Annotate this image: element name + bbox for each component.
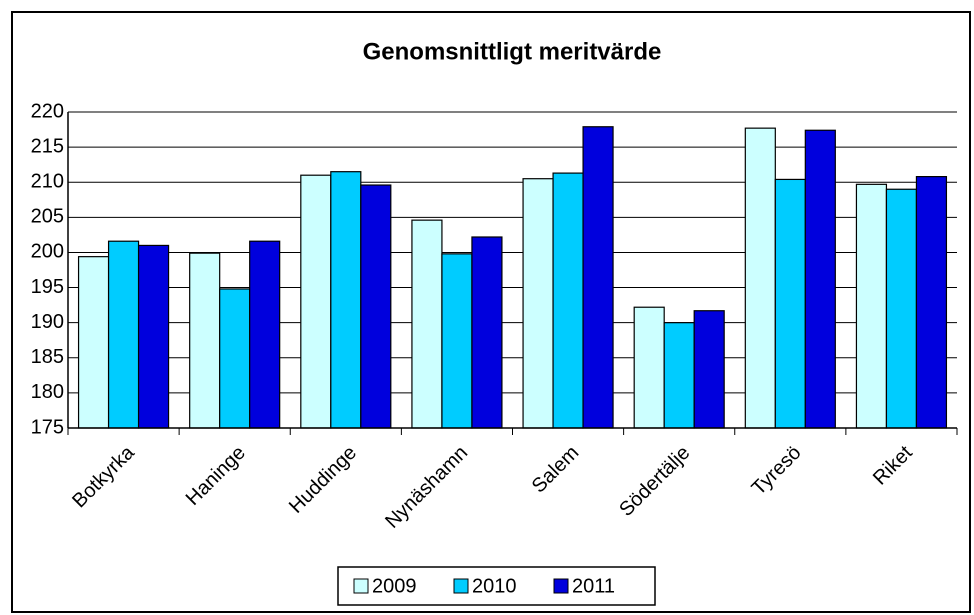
legend-swatch: [353, 578, 369, 594]
y-tick-label: 200: [31, 241, 64, 263]
bar: [552, 172, 584, 429]
bar: [189, 252, 221, 429]
y-tick-label: 195: [31, 276, 64, 298]
y-tick-label: 215: [31, 135, 64, 157]
bar: [330, 171, 362, 429]
bar: [77, 256, 110, 429]
bar: [249, 240, 281, 429]
y-tick-label: 180: [31, 381, 64, 403]
bar: [219, 288, 251, 429]
y-tick-label: 185: [31, 346, 64, 368]
bar: [522, 178, 554, 429]
legend-label: 2009: [372, 575, 417, 597]
bar: [663, 322, 695, 429]
bar: [744, 127, 776, 429]
bar: [360, 184, 392, 429]
y-tick-label: 220: [31, 100, 64, 122]
bar: [411, 219, 443, 429]
bar: [300, 174, 332, 429]
legend-label: 2010: [472, 575, 517, 597]
y-tick-label: 205: [31, 206, 64, 228]
legend-swatch: [553, 578, 569, 594]
bar: [804, 129, 836, 429]
bar: [137, 244, 170, 429]
bar: [107, 240, 140, 429]
bar: [693, 310, 725, 429]
legend-swatch: [453, 578, 469, 594]
bar: [915, 176, 948, 429]
bar: [885, 188, 918, 429]
bar: [441, 253, 473, 429]
y-tick-label: 210: [31, 171, 64, 193]
bar: [855, 183, 888, 429]
y-tick-label: 190: [31, 311, 64, 333]
y-tick-label: 175: [31, 416, 64, 438]
legend-label: 2011: [572, 575, 615, 597]
bar: [471, 236, 503, 429]
chart-title: Genomsnittligt meritvärde: [363, 38, 662, 65]
bar: [582, 126, 614, 429]
bar: [633, 306, 665, 429]
legend-box: [337, 566, 656, 606]
bar: [774, 178, 806, 429]
